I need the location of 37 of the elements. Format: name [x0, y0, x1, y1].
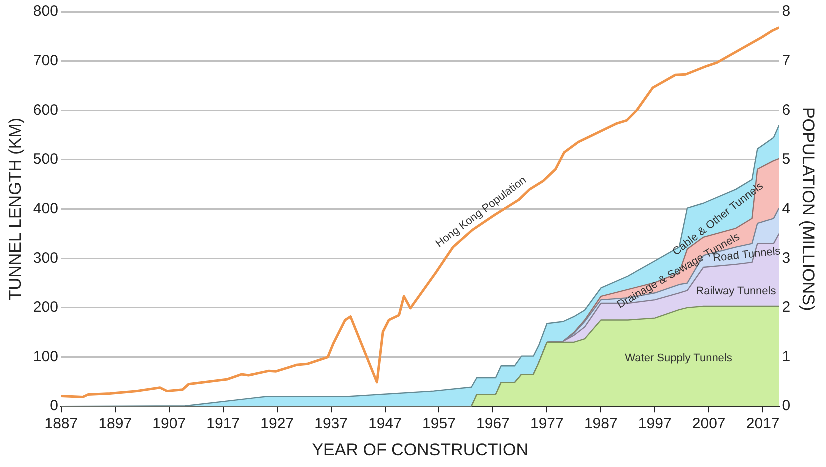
- x-tick-label: 1997: [638, 416, 672, 433]
- x-tick-label: 1957: [422, 416, 456, 433]
- x-tick-label: 2007: [692, 416, 726, 433]
- y-tick-label: 100: [33, 348, 58, 366]
- series-label: Railway Tunnels: [696, 286, 777, 298]
- series-label: Water Supply Tunnels: [625, 352, 733, 364]
- y2-tick-label: 1: [782, 348, 791, 366]
- y2-tick-label: 6: [782, 102, 791, 119]
- y-tick-label: 200: [33, 299, 58, 316]
- y-tick-label: 600: [33, 102, 58, 119]
- y-tick-label: 400: [33, 200, 58, 218]
- x-tick-label: 1947: [368, 416, 402, 433]
- x-tick-label: 1937: [314, 416, 348, 433]
- x-tick-label: 1897: [98, 416, 132, 433]
- y-axis-title: TUNNEL LENGTH (KM): [6, 118, 25, 301]
- x-tick-label: 1987: [584, 416, 618, 433]
- y-tick-label: 500: [33, 151, 58, 168]
- x-tick-label: 1917: [206, 416, 240, 433]
- y-tick-label: 800: [33, 3, 58, 20]
- y2-tick-label: 7: [782, 52, 791, 70]
- y2-tick-label: 8: [782, 3, 791, 20]
- y2-tick-label: 5: [782, 151, 791, 168]
- x-tick-label: 1927: [260, 416, 294, 433]
- x-tick-label: 1887: [44, 416, 78, 433]
- y2-tick-label: 2: [782, 299, 791, 316]
- x-tick-label: 1907: [152, 416, 186, 433]
- x-tick-label: 1977: [530, 416, 564, 433]
- x-tick-label: 1967: [476, 416, 510, 433]
- y2-tick-label: 0: [782, 398, 791, 415]
- y-tick-label: 700: [33, 52, 58, 70]
- y2-tick-label: 3: [782, 250, 791, 267]
- x-axis-title: YEAR OF CONSTRUCTION: [312, 440, 528, 460]
- y-tick-label: 300: [33, 250, 58, 267]
- x-tick-label: 2017: [746, 416, 780, 433]
- y2-axis-title: POPULATION (MILLIONS): [799, 107, 818, 312]
- y2-tick-label: 4: [782, 200, 791, 218]
- y-tick-label: 0: [50, 398, 58, 415]
